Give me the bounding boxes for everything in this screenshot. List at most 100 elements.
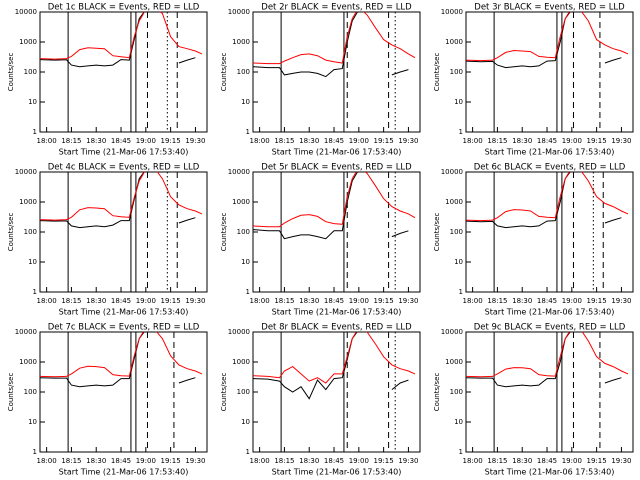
x-tick-label: 18:30 (299, 137, 319, 145)
y-tick-label: 100 (450, 388, 463, 396)
series-line (466, 172, 622, 229)
x-tick-label: 19:30 (398, 297, 418, 305)
x-axis-label: Start Time (21-Mar-06 17:53:40) (485, 308, 615, 317)
panel: Det 7c BLACK = Events, RED = LLD Start Ti… (7, 323, 208, 477)
y-tick-label: 100 (237, 68, 250, 76)
chart-title: Det 3r BLACK = Events, RED = LLD (474, 3, 625, 13)
y-axis-label: Counts/sec (7, 213, 15, 252)
panel: Det 1c BLACK = Events, RED = LLD Start Ti… (7, 3, 208, 157)
y-tick-label: 10000 (228, 328, 250, 336)
x-tick-label: 18:00 (463, 137, 483, 145)
series-line (253, 12, 416, 65)
x-tick-label: 19:00 (562, 297, 582, 305)
plot-frame (39, 11, 208, 133)
x-tick-label: 18:30 (299, 457, 319, 465)
y-tick-label: 1 (246, 128, 250, 136)
y-axis-label: Counts/sec (7, 53, 15, 92)
y-tick-label: 10 (454, 98, 463, 106)
y-tick-label: 10000 (15, 8, 37, 16)
x-tick-label: 18:15 (274, 457, 294, 465)
x-tick-label: 18:00 (463, 457, 483, 465)
x-tick-label: 19:00 (349, 137, 369, 145)
y-tick-label: 10000 (228, 168, 250, 176)
series-line (253, 172, 409, 240)
y-tick-label: 100 (237, 388, 250, 396)
y-axis-label: Counts/sec (433, 213, 441, 252)
y-tick-label: 100 (24, 228, 37, 236)
y-tick-label: 100 (237, 228, 250, 236)
y-tick-label: 10 (454, 258, 463, 266)
x-tick-label: 18:30 (512, 297, 532, 305)
y-tick-label: 10 (454, 418, 463, 426)
series-line (253, 12, 409, 78)
chart-title: Det 2r BLACK = Events, RED = LLD (261, 3, 412, 13)
x-tick-label: 18:45 (111, 457, 131, 465)
series-line (253, 332, 409, 400)
y-tick-label: 1000 (19, 198, 37, 206)
y-tick-label: 10 (28, 418, 37, 426)
y-tick-label: 10 (241, 258, 250, 266)
y-tick-label: 10000 (441, 8, 463, 16)
y-tick-label: 1 (459, 288, 463, 296)
x-tick-label: 18:45 (537, 137, 557, 145)
x-axis-label: Start Time (21-Mar-06 17:53:40) (59, 308, 189, 317)
x-tick-label: 19:15 (374, 457, 394, 465)
x-tick-label: 18:00 (250, 137, 270, 145)
x-tick-label: 19:30 (611, 297, 631, 305)
x-tick-label: 18:15 (487, 457, 507, 465)
panel: Det 2r BLACK = Events, RED = LLD Start Ti… (220, 3, 421, 157)
x-axis-label: Start Time (21-Mar-06 17:53:40) (485, 148, 615, 157)
y-tick-label: 1000 (445, 358, 463, 366)
x-tick-label: 18:15 (61, 137, 81, 145)
y-tick-label: 100 (450, 228, 463, 236)
y-tick-label: 10 (241, 98, 250, 106)
x-tick-label: 19:15 (374, 137, 394, 145)
y-tick-label: 10000 (441, 328, 463, 336)
panel: Det 6c BLACK = Events, RED = LLD Start Ti… (433, 163, 634, 317)
y-tick-label: 100 (24, 388, 37, 396)
chart-title: Det 7c BLACK = Events, RED = LLD (48, 323, 200, 333)
x-tick-label: 18:15 (487, 297, 507, 305)
panel: Det 4c BLACK = Events, RED = LLD Start Ti… (7, 163, 208, 317)
y-axis-label: Counts/sec (220, 373, 228, 412)
x-tick-label: 19:00 (136, 297, 156, 305)
chart-title: Det 6c BLACK = Events, RED = LLD (474, 163, 626, 173)
x-axis-label: Start Time (21-Mar-06 17:53:40) (272, 308, 402, 317)
y-tick-label: 1 (459, 128, 463, 136)
series-line (40, 12, 196, 68)
y-tick-label: 100 (24, 68, 37, 76)
series-line (40, 332, 196, 388)
panel: Det 5r BLACK = Events, RED = LLD Start Ti… (220, 163, 421, 317)
series-line (466, 332, 629, 378)
y-tick-label: 10000 (228, 8, 250, 16)
x-tick-label: 18:30 (86, 457, 106, 465)
series-line (466, 172, 629, 222)
series-line (40, 172, 203, 221)
x-tick-label: 19:30 (185, 297, 205, 305)
y-tick-label: 1000 (232, 358, 250, 366)
x-tick-label: 19:00 (562, 137, 582, 145)
panel: Det 3r BLACK = Events, RED = LLD Start Ti… (433, 3, 634, 157)
x-tick-label: 19:30 (398, 137, 418, 145)
x-tick-label: 18:45 (324, 297, 344, 305)
plot-frame (465, 331, 634, 453)
series-line (466, 12, 629, 62)
plot-frame (39, 171, 208, 293)
panel: Det 8r BLACK = Events, RED = LLD Start Ti… (220, 323, 421, 477)
x-tick-label: 19:00 (349, 297, 369, 305)
y-axis-label: Counts/sec (220, 213, 228, 252)
x-tick-label: 18:45 (111, 297, 131, 305)
x-tick-label: 18:00 (37, 297, 57, 305)
x-tick-label: 19:30 (398, 457, 418, 465)
x-tick-label: 19:15 (587, 457, 607, 465)
series-line (40, 12, 203, 60)
x-tick-label: 19:30 (611, 137, 631, 145)
plot-frame (465, 11, 634, 133)
x-tick-label: 18:15 (487, 137, 507, 145)
series-line (40, 172, 196, 229)
x-axis-label: Start Time (21-Mar-06 17:53:40) (59, 148, 189, 157)
y-axis-label: Counts/sec (433, 53, 441, 92)
x-tick-label: 18:30 (512, 457, 532, 465)
chart-title: Det 8r BLACK = Events, RED = LLD (261, 323, 412, 333)
